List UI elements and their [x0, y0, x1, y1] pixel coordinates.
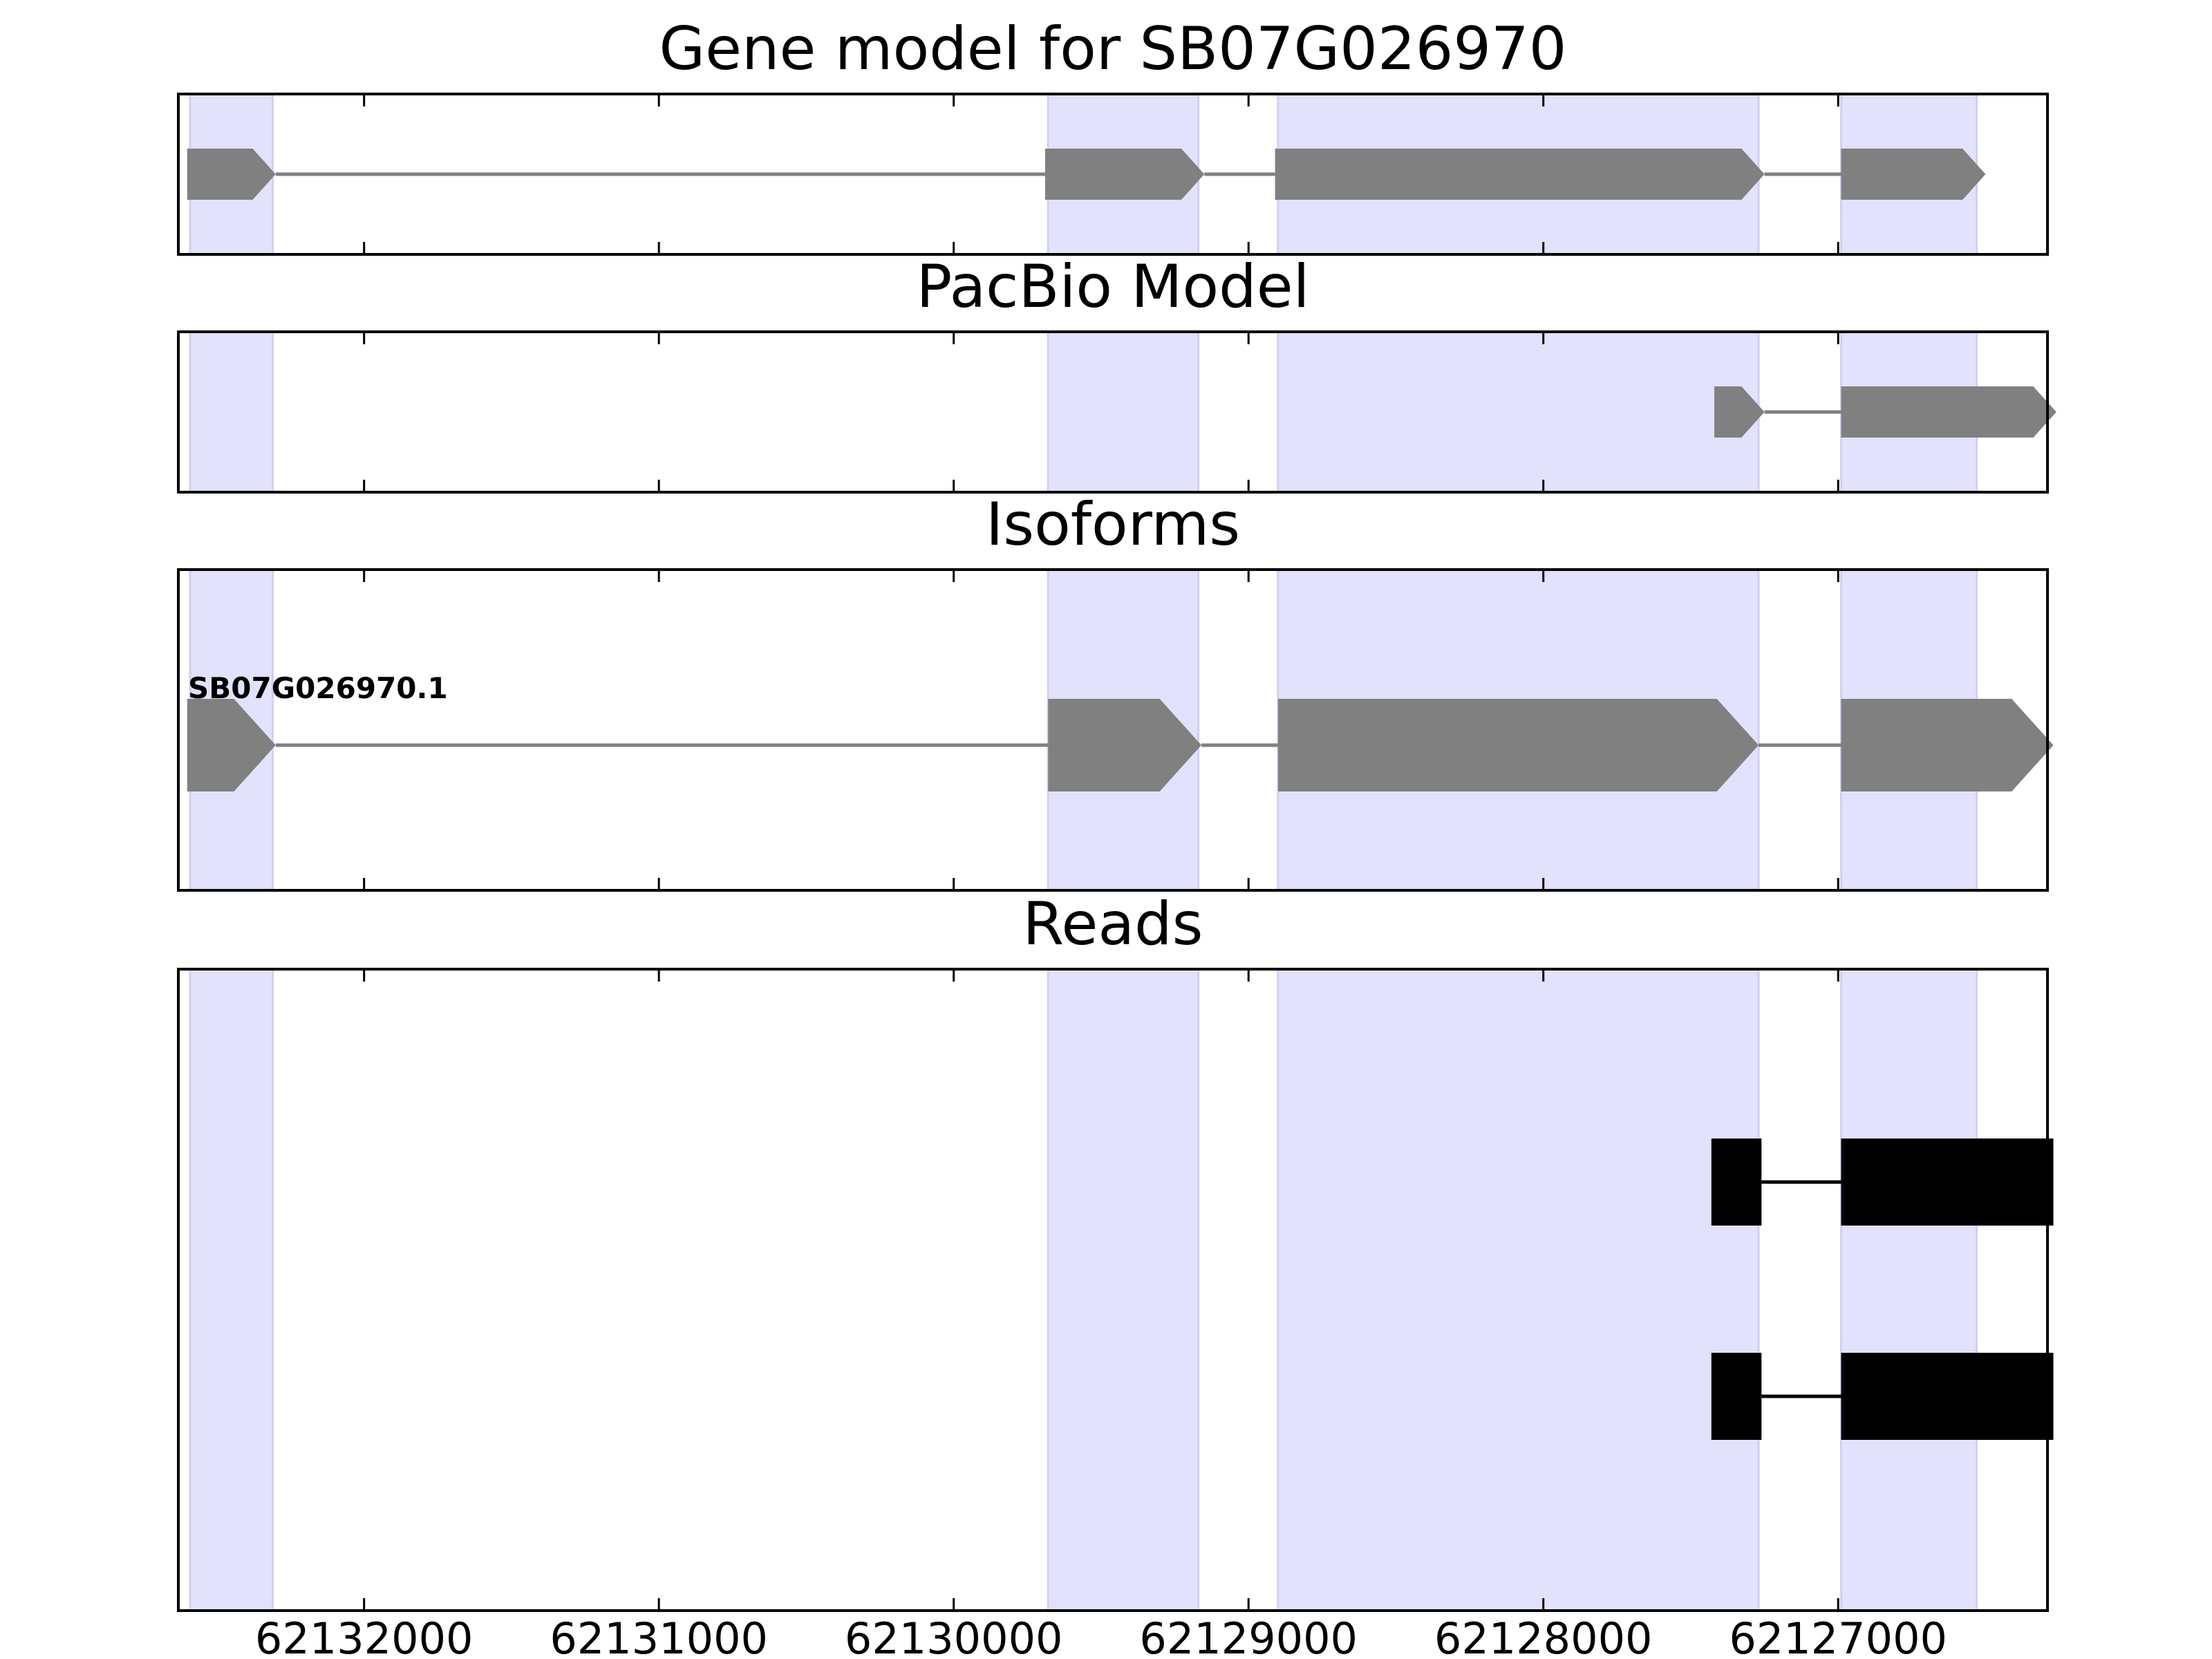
read-block [1711, 1353, 1762, 1440]
exon-region-highlight [1839, 968, 1978, 1612]
read-block [1841, 1138, 2054, 1226]
exon-arrow [187, 149, 276, 200]
x-tick-label: 62128000 [1434, 1613, 1653, 1659]
isoform-label: SB07G026970.1 [188, 671, 448, 705]
panel-4: Reads [177, 890, 2054, 1612]
panel-title: PacBio Model [916, 252, 1309, 321]
panel-title: Reads [1023, 890, 1203, 959]
panel-frame [177, 330, 2049, 494]
exon-arrow [1841, 386, 2056, 438]
panel-1: Gene model for SB07G026970 [177, 15, 2049, 256]
panel-title: Isoforms [986, 490, 1240, 559]
panel-frame [177, 968, 2049, 1612]
exon-arrow [1044, 149, 1205, 200]
exon-region-highlight [1047, 968, 1200, 1612]
x-tick-label: 62132000 [255, 1613, 474, 1659]
read-block [1711, 1138, 1762, 1226]
exon-arrow [1841, 149, 1986, 200]
x-tick-label: 62130000 [845, 1613, 1063, 1659]
exon-region-highlight [1277, 968, 1760, 1612]
read-block [1841, 1353, 2054, 1440]
exon-arrow [1275, 149, 1765, 200]
exon-region-highlight [189, 330, 274, 494]
exon-arrow [1841, 699, 2054, 791]
panel-title: Gene model for SB07G026970 [659, 15, 1567, 84]
exon-arrow [187, 699, 276, 791]
exon-region-highlight [189, 968, 274, 1612]
x-tick-label: 62129000 [1139, 1613, 1358, 1659]
exon-arrow [1277, 699, 1759, 791]
panel-2: PacBio Model [177, 252, 2056, 494]
panel-3: Isoforms SB07G026970.1 [177, 490, 2054, 892]
x-tick-label: 62127000 [1729, 1613, 1947, 1659]
exon-region-highlight [1277, 330, 1760, 494]
x-tick-label: 62131000 [550, 1613, 768, 1659]
panel-frame [177, 93, 2049, 256]
panel-frame [177, 568, 2049, 892]
exon-region-highlight [1047, 330, 1200, 494]
exon-arrow [1048, 699, 1201, 791]
exon-arrow [1714, 386, 1765, 438]
